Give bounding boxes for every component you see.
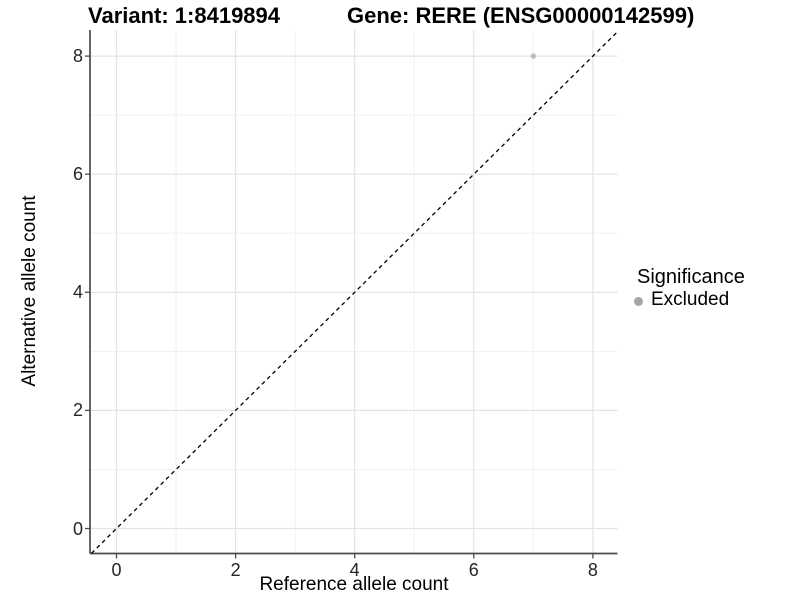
x-axis-title: Reference allele count: [259, 574, 449, 595]
y-axis-title: Alternative allele count: [19, 195, 40, 387]
y-tick-label: 4: [72, 282, 83, 303]
legend-point-icon: [634, 297, 643, 306]
x-tick-label: 6: [468, 560, 479, 580]
legend-title: Significance: [637, 266, 745, 288]
data-point: [530, 53, 537, 59]
y-tick-label: 8: [72, 46, 83, 67]
y-tick-label: 0: [72, 518, 83, 539]
variant-title: Variant: 1:8419894: [88, 3, 281, 28]
y-tick-label: 2: [72, 400, 83, 421]
legend-entry-label: Excluded: [651, 289, 730, 310]
x-tick-label: 0: [111, 560, 122, 580]
y-tick-label: 6: [72, 164, 83, 185]
x-tick-label: 8: [587, 560, 598, 580]
x-tick-label: 2: [230, 560, 241, 580]
gene-title: Gene: RERE (ENSG00000142599): [347, 3, 695, 28]
identity-reference-line: [91, 30, 619, 554]
x-tick-label: 4: [349, 560, 360, 580]
